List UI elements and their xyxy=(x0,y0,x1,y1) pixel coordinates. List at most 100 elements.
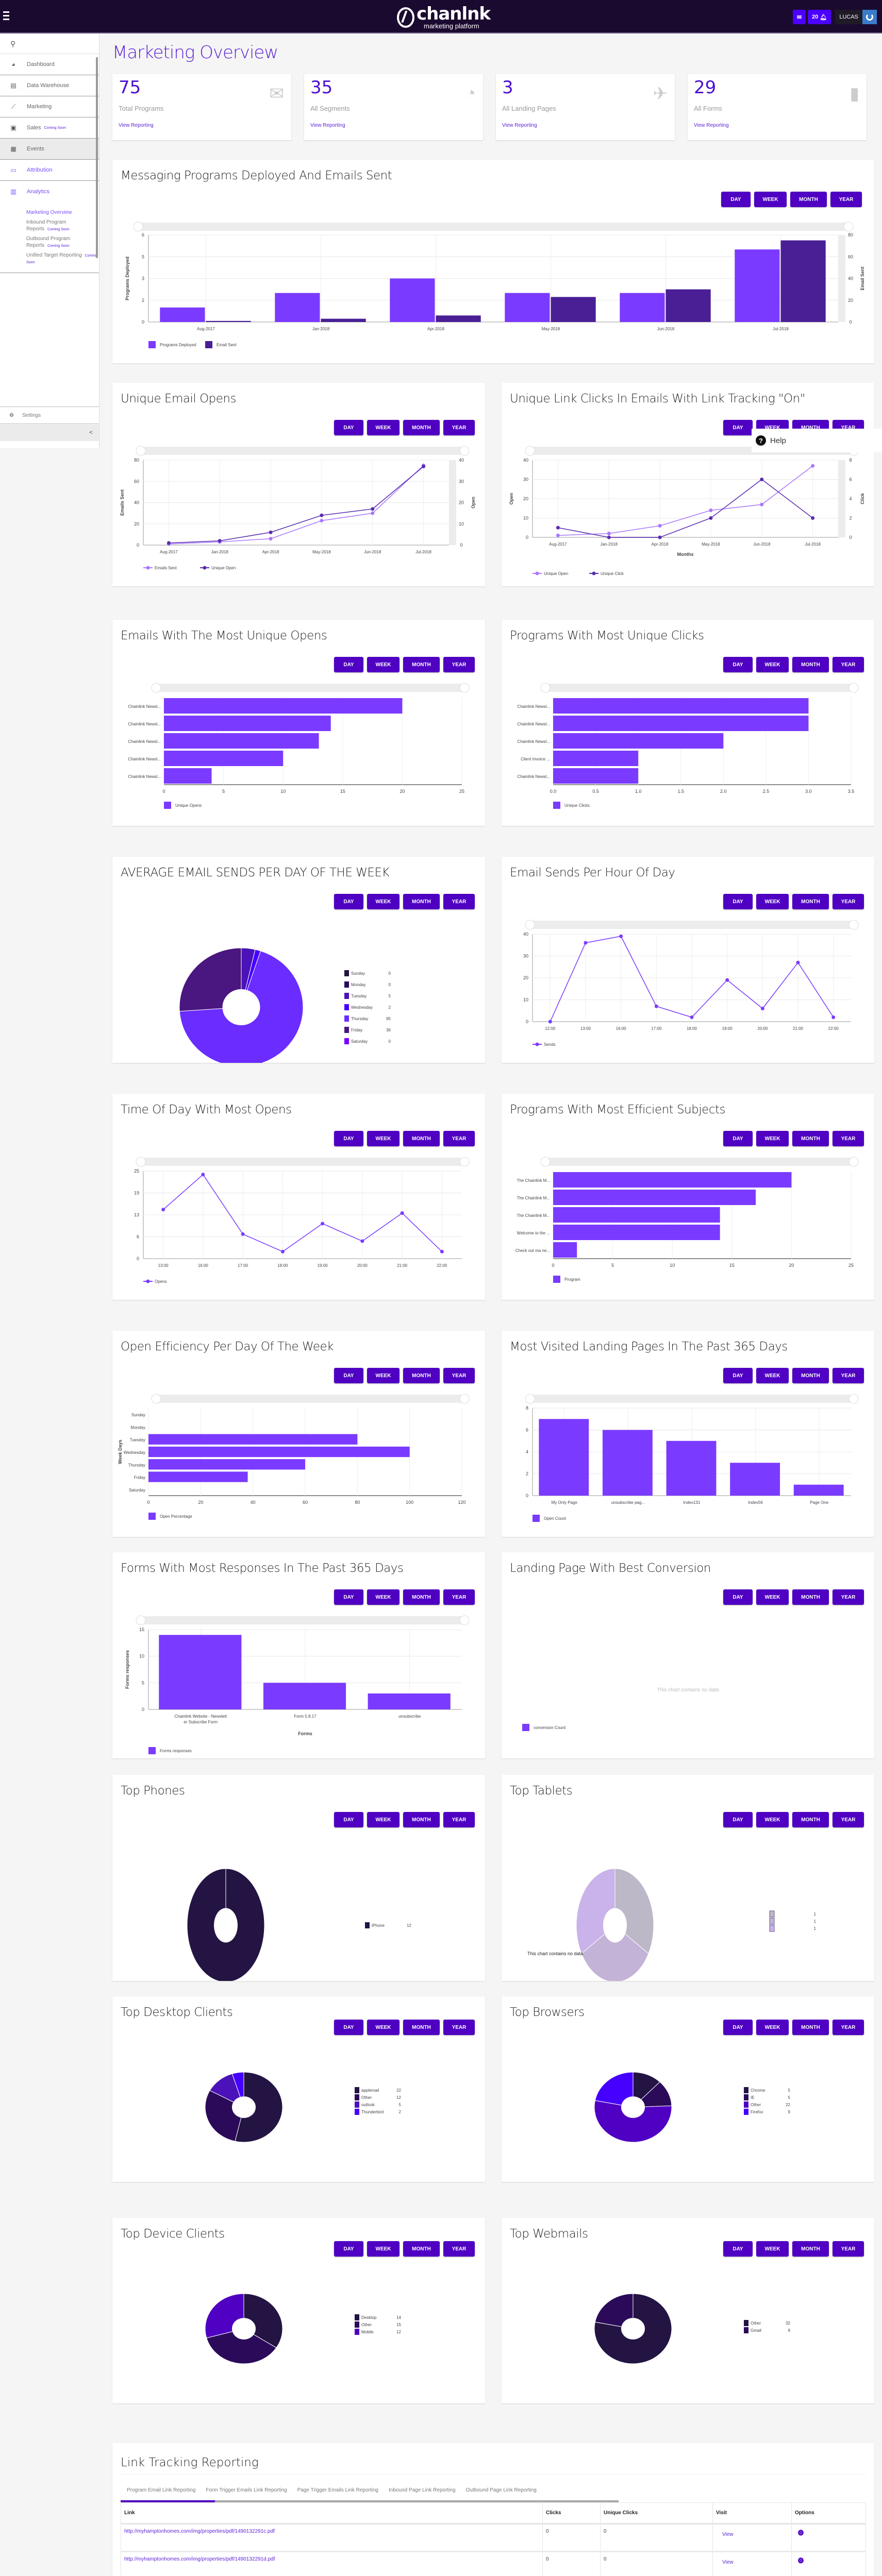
year-button[interactable]: YEAR xyxy=(443,657,475,672)
day-button[interactable]: DAY xyxy=(723,894,753,909)
month-button[interactable]: MONTH xyxy=(403,657,440,672)
sidebar-item-events[interactable]: ▦ Events xyxy=(0,139,99,160)
view-link[interactable]: View xyxy=(722,2560,734,2565)
notifications-button[interactable]: 20 🔔︎ xyxy=(808,10,831,24)
day-button[interactable]: DAY xyxy=(723,420,753,435)
year-button[interactable]: YEAR xyxy=(833,657,864,672)
year-button[interactable]: YEAR xyxy=(833,2020,864,2035)
sidebar-search[interactable]: ⚲ xyxy=(0,35,99,54)
month-button[interactable]: MONTH xyxy=(403,420,440,435)
submenu-inbound-reports[interactable]: Inbound Program Reports Coming Soon xyxy=(26,219,70,232)
day-button[interactable]: DAY xyxy=(334,1589,363,1605)
tab-outbound-page[interactable]: Outbound Page Link Reporting xyxy=(465,2487,537,2493)
view-reporting-link[interactable]: View Reporting xyxy=(310,123,345,129)
view-reporting-link[interactable]: View Reporting xyxy=(694,123,729,129)
day-button[interactable]: DAY xyxy=(334,2241,363,2257)
options-icon[interactable]: ⓿ xyxy=(798,2530,804,2536)
options-icon[interactable]: ⓿ xyxy=(798,2558,804,2564)
sidebar-item-attribution[interactable]: ▭ Attribution xyxy=(0,160,99,181)
day-button[interactable]: DAY xyxy=(334,894,363,909)
week-button[interactable]: WEEK xyxy=(756,1812,789,1827)
year-button[interactable]: YEAR xyxy=(443,1368,475,1383)
day-button[interactable]: DAY xyxy=(723,2020,753,2035)
year-button[interactable]: YEAR xyxy=(443,2241,475,2257)
year-button[interactable]: YEAR xyxy=(443,420,475,435)
tab-page-trigger[interactable]: Page Trigger Emails Link Reporting xyxy=(297,2487,378,2493)
day-button[interactable]: DAY xyxy=(334,1368,363,1383)
sidebar-item-settings[interactable]: ⚙ Settings xyxy=(0,406,99,424)
submenu-outbound-reports[interactable]: Outbound Program Reports Coming Soon xyxy=(26,236,71,248)
day-button[interactable]: DAY xyxy=(721,192,751,207)
submenu-unified-target[interactable]: Unified Target Reporting Coming Soon xyxy=(26,252,97,264)
week-button[interactable]: WEEK xyxy=(367,1812,400,1827)
sidebar-item-dashboard[interactable]: ◕ Dashboard xyxy=(0,54,99,75)
week-button[interactable]: WEEK xyxy=(367,1131,400,1146)
week-button[interactable]: WEEK xyxy=(367,420,400,435)
year-button[interactable]: YEAR xyxy=(443,1589,475,1605)
day-button[interactable]: DAY xyxy=(723,1131,753,1146)
sidebar-item-marketing[interactable]: ⟋ Marketing xyxy=(0,96,99,117)
day-button[interactable]: DAY xyxy=(334,420,363,435)
year-button[interactable]: YEAR xyxy=(833,1589,864,1605)
month-button[interactable]: MONTH xyxy=(792,2241,829,2257)
week-button[interactable]: WEEK xyxy=(756,657,789,672)
view-reporting-link[interactable]: View Reporting xyxy=(119,123,154,129)
day-button[interactable]: DAY xyxy=(723,1368,753,1383)
year-button[interactable]: YEAR xyxy=(443,2020,475,2035)
month-button[interactable]: MONTH xyxy=(403,894,440,909)
link-url[interactable]: http://myhamptonhomes.com/img/properties… xyxy=(124,2529,275,2534)
week-button[interactable]: WEEK xyxy=(367,1368,400,1383)
week-button[interactable]: WEEK xyxy=(367,894,400,909)
year-button[interactable]: YEAR xyxy=(833,1131,864,1146)
year-button[interactable]: YEAR xyxy=(830,192,862,207)
month-button[interactable]: MONTH xyxy=(790,192,827,207)
day-button[interactable]: DAY xyxy=(723,2241,753,2257)
col-unique-clicks[interactable]: Unique Clicks xyxy=(600,2502,713,2524)
view-reporting-link[interactable]: View Reporting xyxy=(502,123,537,129)
week-button[interactable]: WEEK xyxy=(367,2241,400,2257)
col-clicks[interactable]: Clicks xyxy=(542,2502,601,2524)
month-button[interactable]: MONTH xyxy=(792,1812,829,1827)
week-button[interactable]: WEEK xyxy=(756,894,789,909)
week-button[interactable]: WEEK xyxy=(756,2241,789,2257)
sidebar-item-data-warehouse[interactable]: ▤ Data Warehouse xyxy=(0,75,99,96)
week-button[interactable]: WEEK xyxy=(754,192,787,207)
week-button[interactable]: WEEK xyxy=(367,1589,400,1605)
help-tooltip[interactable]: ? Help xyxy=(752,429,882,452)
day-button[interactable]: DAY xyxy=(334,2020,363,2035)
month-button[interactable]: MONTH xyxy=(403,2241,440,2257)
month-button[interactable]: MONTH xyxy=(792,1368,829,1383)
day-button[interactable]: DAY xyxy=(723,1589,753,1605)
tab-program-email[interactable]: Program Email Link Reporting xyxy=(127,2487,196,2493)
submenu-marketing-overview[interactable]: Marketing Overview xyxy=(26,210,72,215)
year-button[interactable]: YEAR xyxy=(833,1812,864,1827)
month-button[interactable]: MONTH xyxy=(403,1589,440,1605)
view-link[interactable]: View xyxy=(722,2532,734,2537)
year-button[interactable]: YEAR xyxy=(833,1368,864,1383)
link-url[interactable]: http://myhamptonhomes.com/img/properties… xyxy=(124,2556,275,2562)
year-button[interactable]: YEAR xyxy=(833,2241,864,2257)
day-button[interactable]: DAY xyxy=(723,657,753,672)
month-button[interactable]: MONTH xyxy=(792,1589,829,1605)
col-link[interactable]: Link xyxy=(121,2502,543,2524)
week-button[interactable]: WEEK xyxy=(367,2020,400,2035)
year-button[interactable]: YEAR xyxy=(443,1131,475,1146)
mail-button[interactable]: ✉ xyxy=(792,10,806,24)
month-button[interactable]: MONTH xyxy=(403,1812,440,1827)
year-button[interactable]: YEAR xyxy=(833,894,864,909)
year-button[interactable]: YEAR xyxy=(443,1812,475,1827)
day-button[interactable]: DAY xyxy=(334,657,363,672)
month-button[interactable]: MONTH xyxy=(792,1131,829,1146)
logo[interactable]: chanlnk marketing platform xyxy=(397,5,491,29)
week-button[interactable]: WEEK xyxy=(756,1589,789,1605)
day-button[interactable]: DAY xyxy=(334,1812,363,1827)
week-button[interactable]: WEEK xyxy=(756,2020,789,2035)
day-button[interactable]: DAY xyxy=(334,1131,363,1146)
sidebar-item-analytics[interactable]: ▥ Analytics xyxy=(0,181,99,202)
user-menu[interactable]: LUCAS xyxy=(835,10,877,24)
logout-button[interactable] xyxy=(862,10,877,24)
sidebar-item-sales[interactable]: ▣ Sales Coming Soon xyxy=(0,117,99,139)
month-button[interactable]: MONTH xyxy=(403,1368,440,1383)
day-button[interactable]: DAY xyxy=(723,1812,753,1827)
month-button[interactable]: MONTH xyxy=(792,657,829,672)
